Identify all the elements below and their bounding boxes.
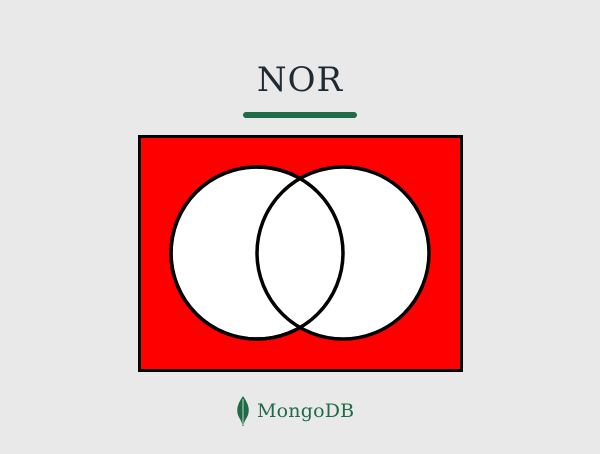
set-a-outline — [169, 165, 345, 341]
mongodb-logo: MongoDB — [235, 396, 354, 426]
diagram-title: NOR — [256, 60, 344, 100]
title-underline — [243, 112, 357, 118]
logo-wordmark: MongoDB — [257, 400, 355, 422]
mongodb-leaf-icon — [237, 396, 249, 426]
venn-diagram — [138, 135, 463, 372]
